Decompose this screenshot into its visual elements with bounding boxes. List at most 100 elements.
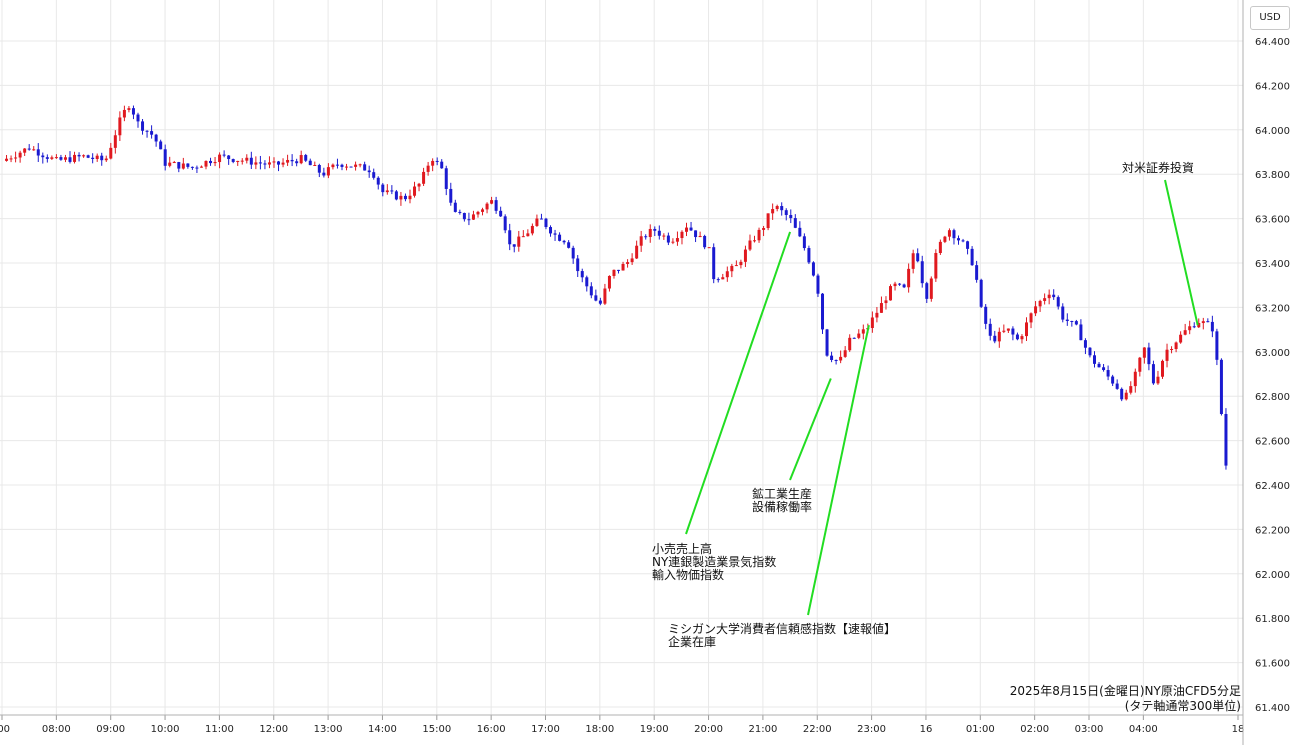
candle — [680, 230, 684, 245]
x-tick-label: 20:00 — [694, 724, 723, 735]
candle — [376, 176, 380, 190]
candle-body — [177, 162, 181, 169]
candle — [1179, 331, 1183, 344]
candle-body — [907, 268, 911, 288]
candle — [585, 275, 589, 292]
candle — [286, 154, 290, 166]
candle — [626, 259, 630, 268]
candle — [734, 260, 738, 267]
candle-body — [163, 149, 167, 166]
candle-body — [199, 166, 203, 168]
candle — [1074, 319, 1078, 326]
candle-body — [635, 245, 639, 259]
candle-body — [113, 135, 117, 148]
candle — [236, 160, 240, 166]
candle — [426, 161, 430, 176]
candle — [372, 168, 376, 180]
candle — [313, 161, 317, 167]
x-tick-label: 02:00 — [1020, 724, 1049, 735]
candle — [793, 214, 797, 229]
candle — [961, 238, 965, 243]
candle — [444, 165, 448, 196]
candle — [798, 221, 802, 238]
candle-body — [1210, 321, 1214, 332]
candle — [1083, 338, 1087, 355]
candle-body — [317, 165, 321, 173]
currency-label[interactable]: USD — [1250, 6, 1290, 30]
candle — [1183, 323, 1187, 336]
candle — [975, 260, 979, 283]
candle — [562, 239, 566, 245]
candle-body — [476, 211, 480, 215]
candle — [603, 283, 607, 306]
candle-body — [789, 214, 793, 219]
candle — [571, 245, 575, 264]
candle — [694, 230, 698, 243]
candle-body — [716, 279, 720, 281]
candle — [9, 155, 13, 163]
x-tick-label: 16:00 — [477, 724, 506, 735]
candle-body — [190, 166, 194, 168]
candle-body — [159, 141, 163, 150]
candle-body — [1147, 347, 1151, 365]
candle-body — [544, 218, 548, 228]
candle-body — [349, 166, 353, 168]
candle-body — [780, 206, 784, 211]
candle — [481, 207, 485, 216]
candle — [340, 163, 344, 171]
candle-body — [739, 261, 743, 266]
candle-body — [354, 164, 358, 167]
x-tick-label: 16 — [920, 724, 933, 735]
candle-body — [494, 200, 498, 211]
x-tick-label: 08:00 — [42, 724, 71, 735]
candle — [607, 275, 611, 292]
candle-body — [603, 288, 607, 304]
candle — [889, 284, 893, 301]
candle-body — [743, 249, 747, 262]
candle-body — [1179, 334, 1183, 343]
candle — [277, 160, 281, 172]
candle-body — [136, 114, 140, 122]
candle-body — [997, 331, 1001, 342]
candle-body — [712, 247, 716, 280]
candle — [227, 155, 231, 165]
candle — [544, 217, 548, 230]
candle-body — [626, 262, 630, 264]
candle-body — [490, 200, 494, 204]
y-tick-label: 62.000 — [1255, 570, 1290, 581]
candle-body — [1056, 297, 1060, 307]
candle — [1011, 326, 1015, 341]
candle — [449, 182, 453, 206]
candle — [308, 158, 312, 166]
candle — [925, 281, 929, 303]
y-tick-label: 63.000 — [1255, 348, 1290, 359]
candle — [1092, 351, 1096, 368]
candle — [1138, 356, 1142, 377]
caption-line-1: 2025年8月15日(金曜日)NY原油CFD5分足 — [1010, 683, 1241, 698]
candle-body — [630, 258, 634, 263]
candle-body — [458, 211, 462, 213]
candle-body — [1206, 321, 1210, 323]
candle — [1047, 289, 1051, 305]
candle-body — [1047, 294, 1051, 299]
x-tick-label: 10:00 — [151, 724, 180, 735]
candle-body — [1138, 357, 1142, 372]
candle — [816, 273, 820, 297]
candle-body — [553, 233, 557, 235]
candle — [45, 154, 49, 163]
candle-body — [181, 163, 185, 169]
candle-body — [431, 160, 435, 166]
candle-body — [408, 195, 412, 200]
candle-body — [467, 219, 471, 221]
candle-body — [1025, 322, 1029, 337]
candle — [1038, 299, 1042, 312]
candle — [68, 151, 72, 164]
candle — [82, 154, 86, 158]
candle-body — [1083, 340, 1087, 348]
candle — [503, 214, 507, 234]
candle-body — [825, 329, 829, 356]
candle — [1034, 301, 1038, 317]
candle — [240, 158, 244, 165]
candle — [50, 155, 54, 161]
